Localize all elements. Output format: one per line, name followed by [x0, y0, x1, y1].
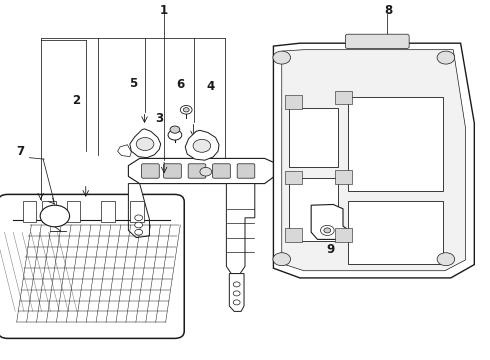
FancyBboxPatch shape — [0, 194, 184, 338]
FancyBboxPatch shape — [164, 164, 181, 178]
Circle shape — [193, 139, 211, 152]
Bar — [289, 108, 338, 167]
Circle shape — [320, 225, 334, 235]
Circle shape — [168, 130, 182, 140]
Circle shape — [437, 51, 455, 64]
Circle shape — [324, 228, 331, 233]
Circle shape — [135, 222, 143, 228]
Text: 9: 9 — [327, 243, 335, 256]
FancyBboxPatch shape — [67, 201, 80, 222]
Bar — [348, 97, 443, 191]
Polygon shape — [273, 43, 474, 278]
Polygon shape — [128, 184, 149, 238]
Circle shape — [136, 138, 154, 150]
Text: 5: 5 — [129, 77, 137, 90]
FancyBboxPatch shape — [130, 201, 144, 222]
Polygon shape — [130, 129, 161, 158]
FancyBboxPatch shape — [101, 201, 115, 222]
FancyBboxPatch shape — [285, 95, 302, 109]
Polygon shape — [282, 50, 466, 271]
Circle shape — [40, 205, 70, 227]
Text: 1: 1 — [160, 4, 168, 17]
Polygon shape — [185, 130, 219, 160]
Polygon shape — [229, 274, 244, 311]
Circle shape — [180, 105, 192, 114]
Circle shape — [273, 253, 291, 266]
Polygon shape — [128, 158, 277, 184]
Circle shape — [200, 167, 212, 176]
Circle shape — [233, 282, 240, 287]
FancyBboxPatch shape — [345, 34, 409, 49]
Polygon shape — [226, 184, 255, 274]
FancyBboxPatch shape — [285, 228, 302, 242]
Circle shape — [437, 253, 455, 266]
FancyBboxPatch shape — [42, 201, 56, 222]
FancyBboxPatch shape — [142, 164, 159, 178]
FancyBboxPatch shape — [335, 170, 352, 184]
FancyBboxPatch shape — [335, 228, 352, 242]
Text: 4: 4 — [207, 80, 215, 93]
FancyBboxPatch shape — [285, 171, 302, 184]
Circle shape — [183, 108, 189, 112]
FancyBboxPatch shape — [237, 164, 255, 178]
FancyBboxPatch shape — [23, 201, 36, 222]
FancyBboxPatch shape — [335, 91, 352, 104]
Circle shape — [135, 215, 143, 221]
Text: 7: 7 — [17, 145, 24, 158]
Bar — [348, 201, 443, 264]
Text: 2: 2 — [72, 94, 80, 107]
Polygon shape — [118, 145, 131, 157]
Text: 8: 8 — [384, 4, 392, 17]
Circle shape — [233, 291, 240, 296]
Circle shape — [135, 229, 143, 235]
Text: 3: 3 — [155, 112, 163, 125]
Circle shape — [170, 126, 180, 133]
Bar — [289, 178, 338, 241]
FancyBboxPatch shape — [188, 164, 206, 178]
Circle shape — [273, 51, 291, 64]
Text: 6: 6 — [176, 78, 184, 91]
Circle shape — [233, 300, 240, 305]
FancyBboxPatch shape — [213, 164, 230, 178]
Polygon shape — [311, 204, 348, 239]
